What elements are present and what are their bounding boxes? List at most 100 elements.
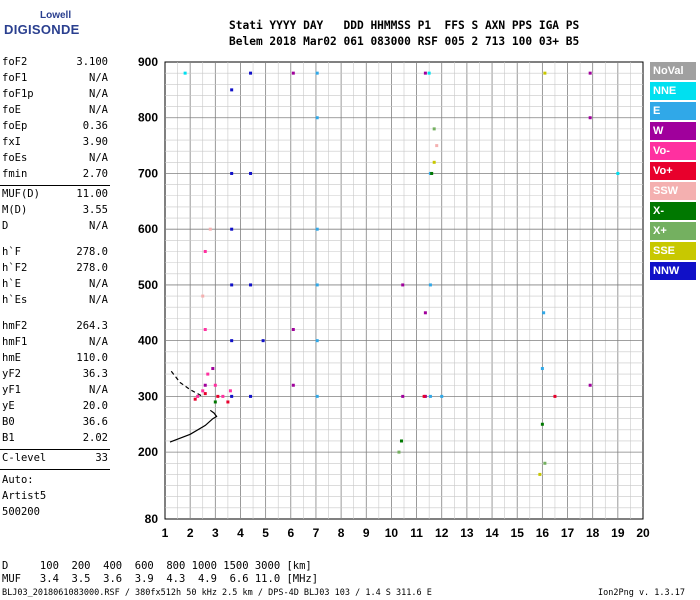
param-row: foE N/A <box>2 104 108 120</box>
data-point <box>315 394 319 398</box>
param-name: foF1 <box>2 72 28 84</box>
data-point <box>203 249 207 253</box>
data-point <box>291 71 295 75</box>
param-name: hmF1 <box>2 336 28 348</box>
x-tick-label: 11 <box>410 526 423 540</box>
y-tick-label: 600 <box>138 222 158 236</box>
param-name: yF2 <box>2 368 21 380</box>
data-point <box>401 394 405 398</box>
param-row: foF1 N/A <box>2 72 108 88</box>
param-row: h`E N/A <box>2 278 108 294</box>
muf-table-distance: D 100 200 400 600 800 1000 1500 3000 [km… <box>2 560 312 572</box>
param-value: 0.36 <box>82 120 108 132</box>
data-point <box>208 227 212 231</box>
header-line2: Belem 2018 Mar02 061 083000 RSF 005 2 71… <box>229 35 580 48</box>
legend-item: SSE <box>650 242 696 260</box>
param-name: D <box>2 220 9 232</box>
param-value: 278.0 <box>76 246 108 258</box>
data-point <box>315 71 319 75</box>
legend-item: W <box>650 122 696 140</box>
data-point <box>203 328 207 332</box>
data-point <box>193 397 197 401</box>
data-point <box>230 227 234 231</box>
data-point <box>230 171 234 175</box>
data-point <box>213 383 217 387</box>
y-tick-label: 300 <box>138 389 158 403</box>
param-value: N/A <box>89 220 108 232</box>
param-name: hmE <box>2 352 21 364</box>
data-point <box>588 71 592 75</box>
data-point <box>399 439 403 443</box>
x-tick-label: 10 <box>385 526 399 540</box>
data-point <box>432 160 436 164</box>
profile-trace <box>169 409 218 443</box>
data-point <box>315 339 319 343</box>
muf-table-muf: MUF 3.4 3.5 3.6 3.9 4.3 4.9 6.6 11.0 [MH… <box>2 573 319 585</box>
param-name: foEs <box>2 152 28 164</box>
param-row: hmF2 264.3 <box>2 320 108 336</box>
x-tick-label: 16 <box>536 526 550 540</box>
x-tick-label: 9 <box>363 526 370 540</box>
data-point <box>291 328 295 332</box>
legend-item: X- <box>650 202 696 220</box>
separator-line <box>0 469 110 470</box>
separator-line <box>0 449 110 450</box>
data-point <box>430 171 434 175</box>
x-tick-label: 19 <box>611 526 625 540</box>
data-point <box>196 394 200 398</box>
x-tick-label: 14 <box>485 526 499 540</box>
param-name: foEp <box>2 120 28 132</box>
param-value: 110.0 <box>76 352 108 364</box>
param-row: h`F 278.0 <box>2 246 108 262</box>
param-value: 3.55 <box>82 204 108 216</box>
data-point <box>206 372 210 376</box>
param-row: h`Es N/A <box>2 294 108 310</box>
param-value: 2.02 <box>82 432 108 444</box>
data-point <box>201 294 205 298</box>
param-value: N/A <box>89 278 108 290</box>
clevel-row: C-level 33 <box>2 452 108 468</box>
param-row: h`F2 278.0 <box>2 262 108 278</box>
data-point <box>201 389 205 393</box>
header-line1: Stati YYYY DAY DDD HHMMSS P1 FFS S AXN P… <box>229 19 580 32</box>
param-name: yF1 <box>2 384 21 396</box>
param-row: foEs N/A <box>2 152 108 168</box>
x-tick-label: 2 <box>187 526 194 540</box>
data-point <box>616 171 620 175</box>
param-row: B0 36.6 <box>2 416 108 432</box>
data-point <box>543 461 547 465</box>
logo-line2: DIGISONDE <box>4 22 80 37</box>
data-point <box>230 339 234 343</box>
param-name: foF2 <box>2 56 28 68</box>
data-point <box>216 394 220 398</box>
param-value: 11.00 <box>76 188 108 200</box>
x-tick-label: 12 <box>435 526 449 540</box>
param-value: 3.100 <box>76 56 108 68</box>
data-point <box>435 144 439 148</box>
profile-dashed-trace <box>170 370 203 397</box>
data-point <box>427 71 431 75</box>
param-row: foF2 3.100 <box>2 56 108 72</box>
data-point <box>203 392 207 396</box>
data-point <box>538 472 542 476</box>
param-value: N/A <box>89 88 108 100</box>
data-point <box>230 283 234 287</box>
param-value: 20.0 <box>82 400 108 412</box>
y-tick-label: 700 <box>138 166 158 180</box>
data-point <box>423 71 427 75</box>
data-point <box>401 283 405 287</box>
auto-info-line: 500200 <box>2 506 40 518</box>
x-tick-label: 6 <box>287 526 294 540</box>
x-tick-label: 1 <box>162 526 169 540</box>
x-tick-label: 7 <box>313 526 320 540</box>
x-tick-label: 13 <box>460 526 474 540</box>
data-point <box>249 394 253 398</box>
data-point <box>588 383 592 387</box>
param-row: hmF1 N/A <box>2 336 108 352</box>
param-value: N/A <box>89 152 108 164</box>
param-row: MUF(D) 11.00 <box>2 188 108 204</box>
data-point <box>540 422 544 426</box>
param-name: hmF2 <box>2 320 28 332</box>
legend-item: E <box>650 102 696 120</box>
